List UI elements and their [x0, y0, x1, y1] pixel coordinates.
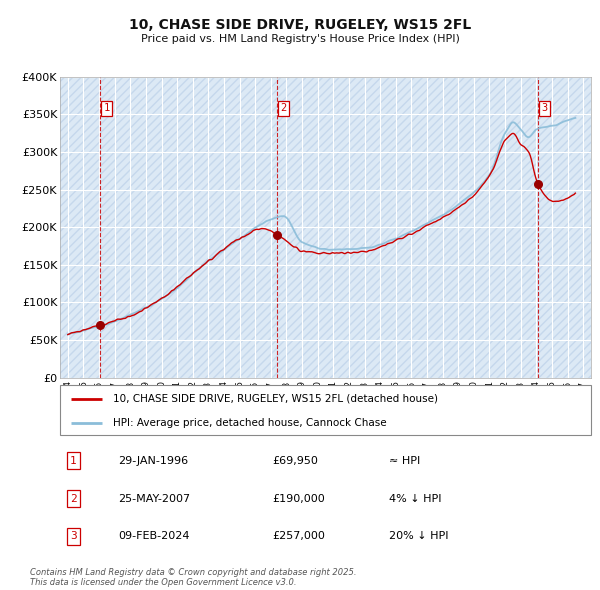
Text: 3: 3 — [541, 103, 547, 113]
Text: 2: 2 — [70, 494, 77, 503]
Text: 10, CHASE SIDE DRIVE, RUGELEY, WS15 2FL: 10, CHASE SIDE DRIVE, RUGELEY, WS15 2FL — [129, 18, 471, 32]
Text: HPI: Average price, detached house, Cannock Chase: HPI: Average price, detached house, Cann… — [113, 418, 387, 428]
Text: 1: 1 — [103, 103, 110, 113]
Text: £257,000: £257,000 — [272, 532, 325, 541]
Text: 2: 2 — [280, 103, 286, 113]
Text: £69,950: £69,950 — [272, 456, 318, 466]
Text: 4% ↓ HPI: 4% ↓ HPI — [389, 494, 442, 503]
FancyBboxPatch shape — [60, 385, 591, 435]
Text: 25-MAY-2007: 25-MAY-2007 — [118, 494, 191, 503]
Text: 3: 3 — [70, 532, 77, 541]
Text: ≈ HPI: ≈ HPI — [389, 456, 421, 466]
Text: £190,000: £190,000 — [272, 494, 325, 503]
Text: Price paid vs. HM Land Registry's House Price Index (HPI): Price paid vs. HM Land Registry's House … — [140, 34, 460, 44]
Text: 20% ↓ HPI: 20% ↓ HPI — [389, 532, 449, 541]
Text: 29-JAN-1996: 29-JAN-1996 — [118, 456, 188, 466]
Text: 10, CHASE SIDE DRIVE, RUGELEY, WS15 2FL (detached house): 10, CHASE SIDE DRIVE, RUGELEY, WS15 2FL … — [113, 394, 438, 404]
Text: 1: 1 — [70, 456, 77, 466]
Text: 09-FEB-2024: 09-FEB-2024 — [118, 532, 190, 541]
Text: Contains HM Land Registry data © Crown copyright and database right 2025.
This d: Contains HM Land Registry data © Crown c… — [30, 568, 356, 587]
